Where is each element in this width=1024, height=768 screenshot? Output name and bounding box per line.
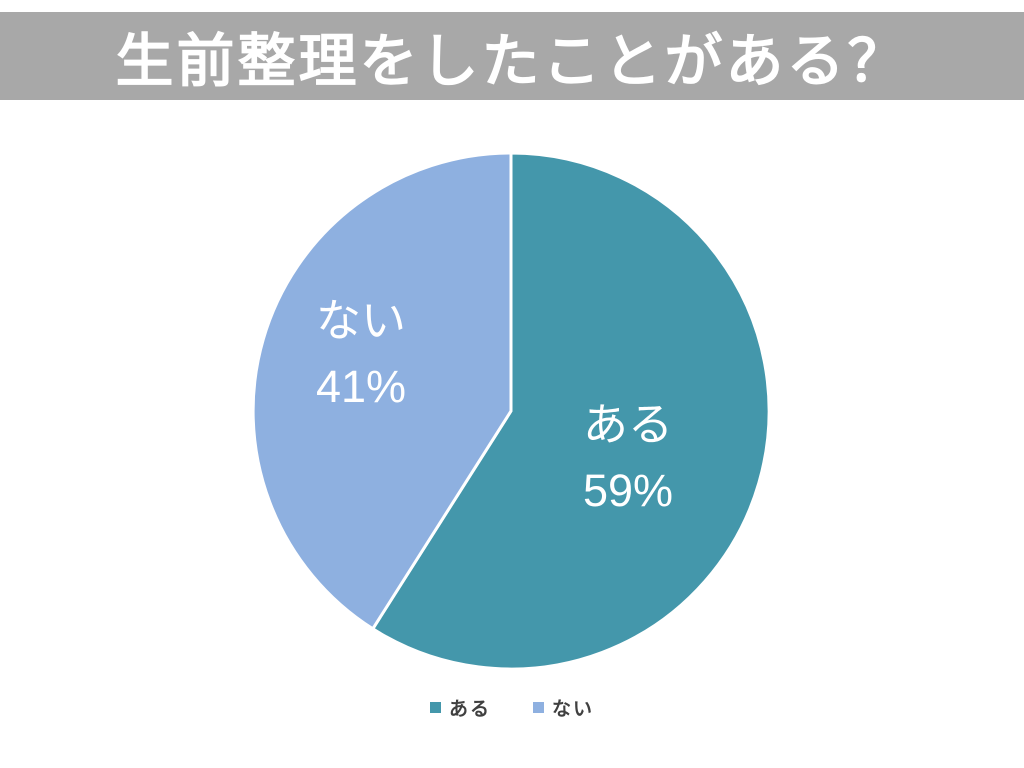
slice-label-nai: ない 41% — [316, 288, 406, 420]
legend-swatch-aru — [429, 701, 441, 713]
slice-label-aru: ある 59% — [583, 392, 673, 524]
slice-label-nai-percent: 41% — [316, 361, 407, 412]
pie-slice-1 — [251, 151, 513, 631]
title-banner: 生前整理をしたことがある？ — [0, 12, 1024, 100]
slice-label-aru-percent: 59% — [583, 465, 674, 516]
legend-swatch-nai — [533, 701, 544, 713]
page-title: 生前整理をしたことがある？ — [115, 29, 909, 94]
legend-label-nai: ない — [552, 698, 595, 720]
pie-slice-0 — [371, 151, 771, 671]
legend-item-aru: ある — [429, 694, 491, 721]
chart-legend: ある ない — [0, 692, 1024, 722]
slice-label-aru-text: ある — [583, 399, 674, 450]
pie-chart-svg — [251, 151, 771, 671]
slice-label-nai-text: ない — [316, 295, 407, 346]
pie-chart — [250, 150, 772, 672]
legend-label-aru: ある — [448, 698, 491, 720]
legend-item-nai: ない — [533, 694, 594, 721]
